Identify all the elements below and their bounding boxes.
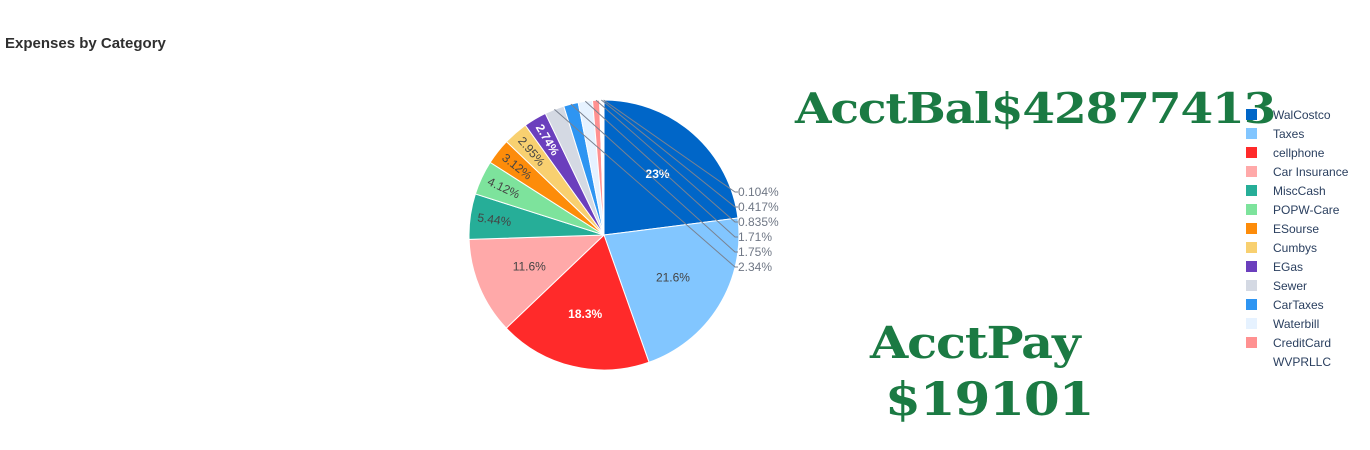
legend-swatch	[1246, 147, 1257, 158]
legend-label: POPW-Care	[1273, 203, 1340, 217]
slice-label-car-insurance: 11.6%	[513, 259, 546, 273]
legend-label: Car Insurance	[1273, 165, 1349, 179]
slice-label-waterbill: 1.71%	[738, 230, 772, 244]
slice-leader-waterbill	[584, 100, 738, 238]
legend-swatch	[1246, 166, 1257, 177]
slice-label-misccash: 5.44%	[477, 210, 513, 229]
legend-swatch	[1246, 356, 1257, 367]
slice-label-unlabeled-15: 0.104%	[738, 185, 779, 199]
legend-swatch	[1246, 128, 1257, 139]
legend-label: MiscCash	[1273, 184, 1326, 198]
legend-swatch	[1246, 185, 1257, 196]
slice-label-cartaxes: 1.75%	[738, 245, 772, 259]
slice-label-wvprllc: 0.417%	[738, 200, 779, 214]
slice-leader-sewer	[554, 109, 738, 268]
slice-leader-wvprllc	[601, 99, 738, 208]
slice-leader-cartaxes	[570, 103, 738, 253]
chart-title: Expenses by Category	[5, 35, 166, 52]
pie-slice-taxes[interactable]	[603, 217, 740, 363]
legend-swatch	[1246, 204, 1257, 215]
legend-label: Cumbys	[1273, 241, 1318, 255]
pie-slice-cellphone[interactable]	[505, 234, 650, 371]
legend-swatch	[1246, 299, 1257, 310]
slice-label-walcostco: 23%	[646, 167, 670, 181]
accounts-payable-label: AcctPay	[870, 318, 1081, 369]
legend-label: Taxes	[1273, 127, 1305, 141]
account-balance: AcctBal$42877413	[795, 84, 1276, 133]
legend-label: CreditCard	[1273, 336, 1332, 350]
slice-label-cellphone: 18.3%	[568, 307, 602, 321]
legend-label: WalCostco	[1273, 108, 1331, 122]
legend-label: CarTaxes	[1273, 298, 1324, 312]
legend-label: WVPRLLC	[1273, 355, 1332, 369]
legend-swatch	[1246, 109, 1257, 120]
slice-label-sewer: 2.34%	[738, 260, 772, 274]
legend-swatch	[1246, 261, 1257, 272]
legend-label: Waterbill	[1273, 317, 1320, 331]
slice-label-creditcard: 0.835%	[738, 215, 779, 229]
legend-label: EGas	[1273, 260, 1304, 274]
legend-swatch	[1246, 223, 1257, 234]
legend-swatch	[1246, 280, 1257, 291]
pie-slice-car-insurance[interactable]	[468, 234, 606, 329]
slice-leader-unlabeled-15	[603, 99, 738, 193]
pie-slice-walcostco[interactable]	[603, 99, 739, 236]
legend-label: Sewer	[1273, 279, 1308, 293]
slice-leader-creditcard	[595, 99, 738, 223]
legend-swatch	[1246, 337, 1257, 348]
slice-label-taxes: 21.6%	[656, 271, 690, 285]
legend-swatch	[1246, 242, 1257, 253]
legend-swatch	[1246, 318, 1257, 329]
legend-label: ESourse	[1273, 222, 1320, 236]
accounts-payable-amount: $19101	[885, 372, 1094, 426]
legend-label: cellphone	[1273, 146, 1325, 160]
